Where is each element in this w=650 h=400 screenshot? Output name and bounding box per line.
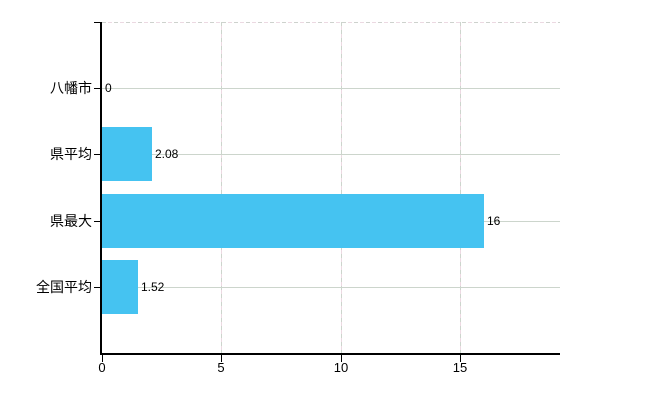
- bar: [102, 194, 484, 248]
- category-label: 県最大: [50, 213, 92, 229]
- x-tick-mark: [341, 355, 342, 362]
- h-gridline: [102, 154, 560, 155]
- v-gridline: [221, 22, 222, 353]
- h-gridline: [102, 287, 560, 288]
- value-label: 0: [105, 81, 112, 95]
- x-tick-label: 5: [217, 360, 225, 375]
- v-gridline: [341, 22, 342, 353]
- bar: [102, 127, 152, 181]
- value-label: 16: [487, 214, 501, 228]
- x-axis-line: [100, 353, 560, 355]
- category-tick-mark: [94, 154, 101, 155]
- category-tick-mark: [94, 221, 101, 222]
- v-gridline: [460, 22, 461, 353]
- x-tick-label: 10: [333, 360, 349, 375]
- x-tick-label: 15: [452, 360, 468, 375]
- plot-area: 0 2.08 16 1.52: [102, 22, 560, 353]
- category-tick-mark: [94, 287, 101, 288]
- x-tick-mark: [221, 355, 222, 362]
- category-label: 全国平均: [36, 279, 92, 295]
- bar: [102, 260, 138, 314]
- h-gridline: [102, 88, 560, 89]
- category-label: 八幡市: [50, 80, 92, 96]
- value-label: 2.08: [155, 147, 179, 161]
- category-label: 県平均: [50, 146, 92, 162]
- value-label: 1.52: [141, 280, 165, 294]
- category-tick-mark: [94, 88, 101, 89]
- y-axis-line: [100, 22, 102, 355]
- x-tick-mark: [102, 355, 103, 362]
- x-tick-mark: [460, 355, 461, 362]
- x-tick-label: 0: [98, 360, 106, 375]
- plot-top-border: [102, 22, 560, 23]
- y-axis-end-tick: [94, 22, 101, 23]
